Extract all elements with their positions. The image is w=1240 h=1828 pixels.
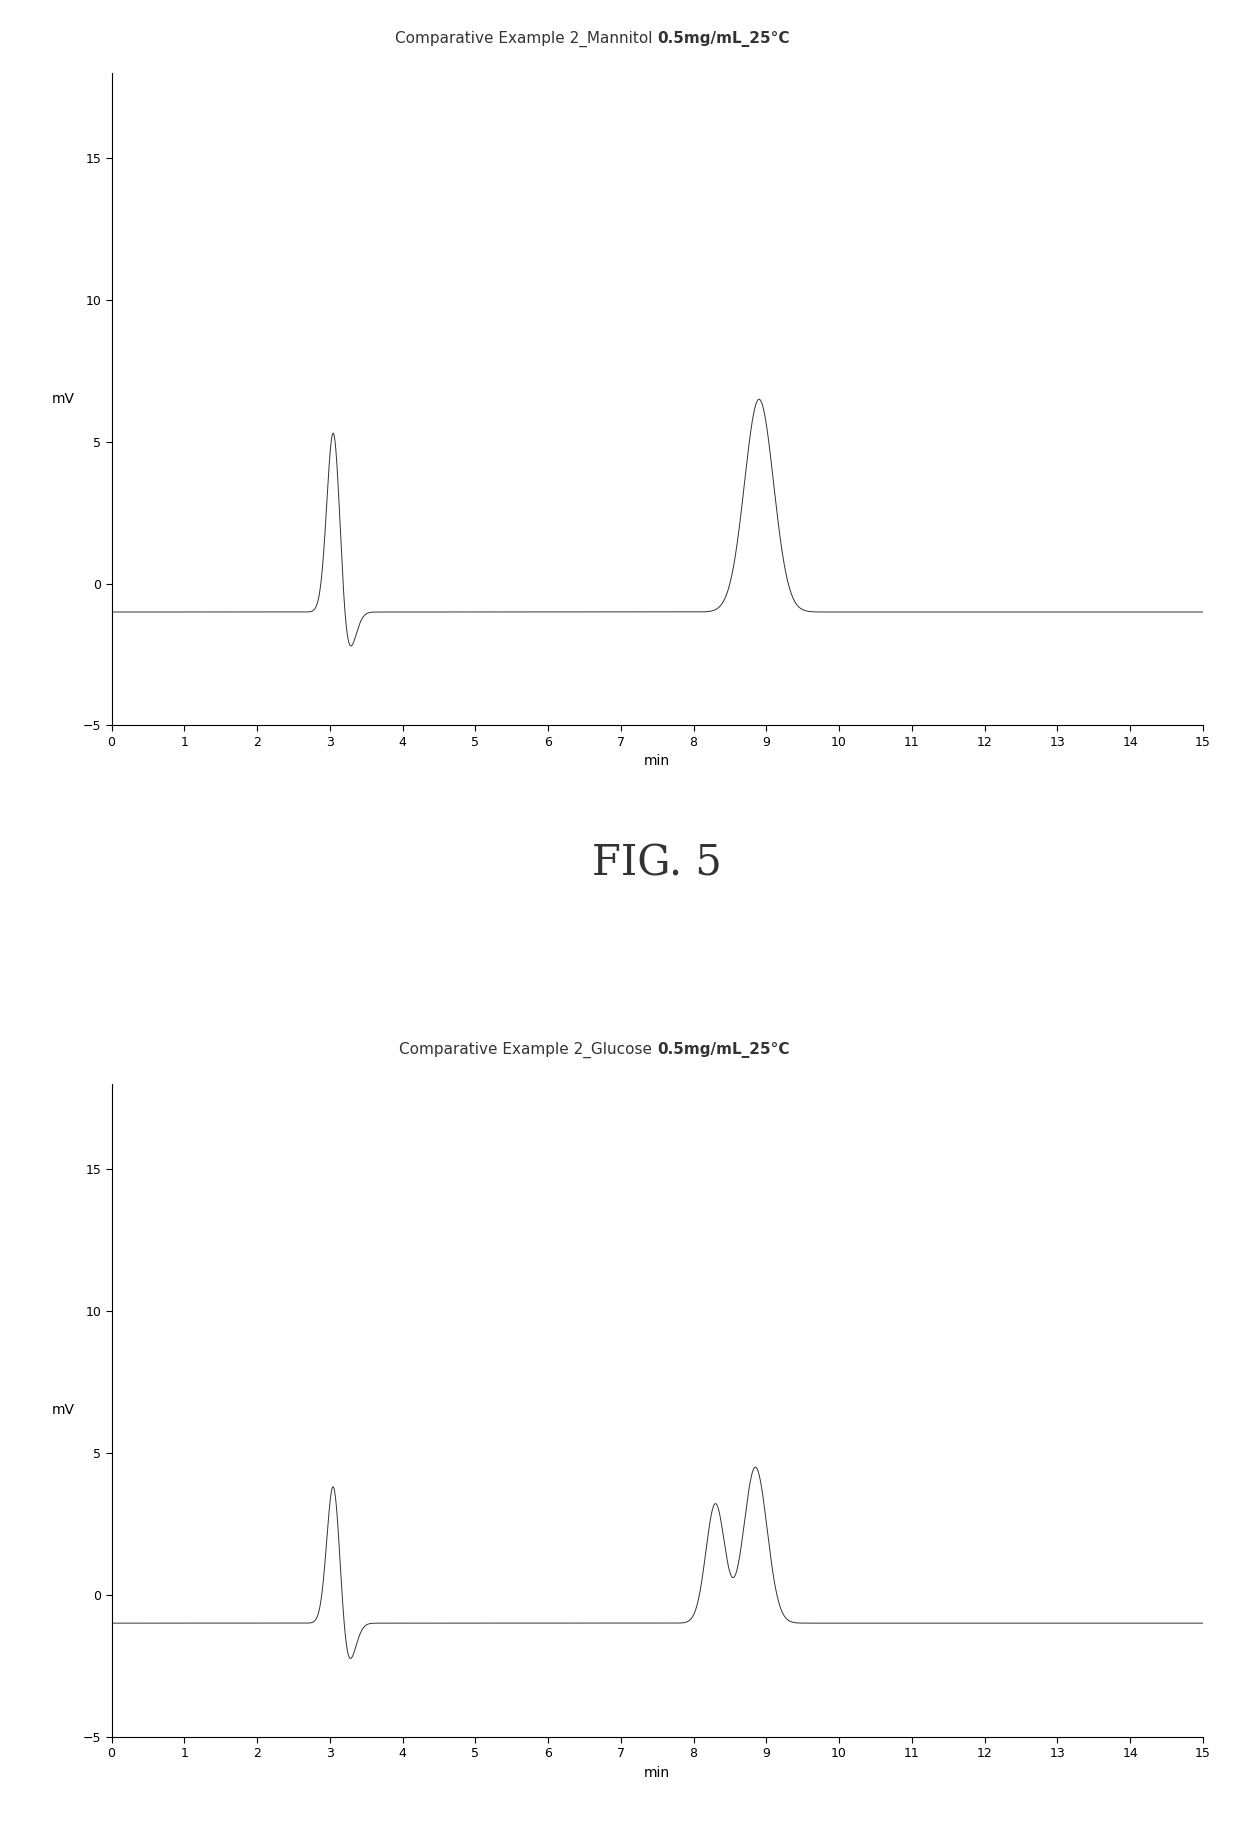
X-axis label: min: min — [644, 755, 671, 768]
X-axis label: min: min — [644, 1766, 671, 1780]
Y-axis label: mV: mV — [52, 1404, 74, 1417]
Text: FIG. 5: FIG. 5 — [593, 843, 722, 885]
Text: 0.5mg/mL_25°C: 0.5mg/mL_25°C — [657, 1042, 790, 1058]
Text: 0.5mg/mL_25°C: 0.5mg/mL_25°C — [657, 31, 790, 48]
Text: Comparative Example 2_Glucose: Comparative Example 2_Glucose — [399, 1042, 657, 1058]
Text: Comparative Example 2_Mannitol: Comparative Example 2_Mannitol — [394, 31, 657, 48]
Y-axis label: mV: mV — [52, 393, 74, 406]
